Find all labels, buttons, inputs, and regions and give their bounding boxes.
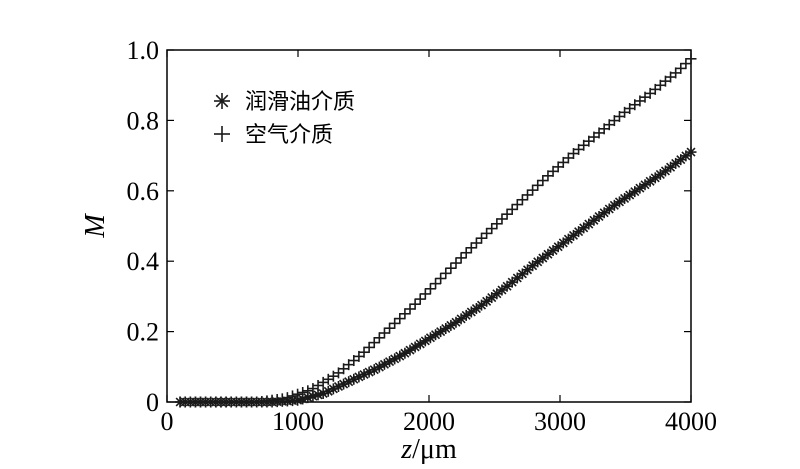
data-point-air: [491, 218, 503, 230]
data-point-air: [440, 267, 452, 279]
data-point-lubricant: [389, 353, 401, 365]
data-point-air: [470, 237, 482, 249]
data-point-air: [670, 67, 682, 79]
y-tick-label: 0.4: [127, 247, 160, 276]
data-point-air: [537, 175, 549, 187]
data-point-air: [286, 390, 298, 402]
data-point-air: [476, 232, 488, 244]
data-point-air: [506, 203, 518, 215]
y-axis-ticks: 0 0.2 0.4 0.6 0.8 1.0: [127, 36, 691, 417]
data-point-air: [368, 337, 380, 349]
x-tick-label: 3000: [534, 407, 586, 436]
data-point-lubricant: [486, 292, 498, 304]
x-axis-variable: z: [400, 434, 412, 465]
data-point-air: [481, 227, 493, 239]
data-point-lubricant: [603, 203, 615, 215]
data-point-air: [460, 247, 472, 259]
data-point-air: [292, 388, 304, 400]
data-point-air: [419, 288, 431, 300]
data-point-air: [516, 194, 528, 206]
y-tick-label: 0.6: [127, 177, 160, 206]
data-point-lubricant: [573, 226, 585, 238]
data-point-air: [430, 278, 442, 290]
asterisk-icon: [214, 93, 230, 109]
data-point-air: [424, 283, 436, 295]
data-point-air: [276, 393, 288, 405]
data-point-air: [522, 189, 534, 201]
x-tick-label: 4000: [665, 407, 717, 436]
data-point-air: [501, 208, 513, 220]
data-point-air: [445, 262, 457, 274]
data-point-air: [450, 257, 462, 269]
data-point-air: [389, 317, 401, 329]
data-point-air: [358, 346, 370, 358]
data-point-air: [685, 53, 697, 65]
data-point-lubricant: [368, 364, 380, 376]
x-axis-unit: /μm: [412, 434, 457, 465]
data-point-air: [404, 303, 416, 315]
data-point-air: [435, 272, 447, 284]
data-point-lubricant: [465, 306, 477, 318]
data-point-air: [680, 58, 692, 70]
y-axis-label: M: [80, 213, 111, 239]
x-tick-label: 2000: [403, 407, 455, 436]
data-point-air: [399, 308, 411, 320]
legend-label-lubricant: 润滑油介质: [245, 90, 355, 115]
data-point-air: [465, 242, 477, 254]
legend: 润滑油介质 空气介质: [214, 90, 355, 148]
data-point-lubricant: [659, 165, 671, 177]
data-point-air: [378, 327, 390, 339]
data-point-lubricant: [562, 233, 574, 245]
data-point-lubricant: [588, 214, 600, 226]
data-point-air: [675, 62, 687, 74]
data-point-air: [527, 184, 539, 196]
legend-marker-plus: [214, 126, 230, 142]
data-point-air: [486, 223, 498, 235]
data-point-air: [414, 293, 426, 305]
y-tick-label: 1.0: [127, 36, 160, 65]
data-point-air: [409, 298, 421, 310]
data-point-air: [373, 332, 385, 344]
data-markers: [174, 53, 697, 408]
data-point-air: [302, 385, 314, 397]
data-point-air: [455, 252, 467, 264]
data-point-air: [363, 341, 375, 353]
data-point-lubricant: [685, 146, 697, 158]
data-point-lubricant: [481, 295, 493, 307]
x-tick-label: 1000: [272, 407, 324, 436]
data-point-air: [532, 179, 544, 191]
y-tick-label: 0.8: [127, 106, 160, 135]
legend-item-air: 空气介质: [214, 123, 333, 148]
data-point-lubricant: [675, 154, 687, 166]
data-point-air: [496, 213, 508, 225]
data-point-air: [394, 313, 406, 325]
data-point-air: [297, 386, 309, 398]
legend-label-air: 空气介质: [245, 123, 333, 148]
legend-item-lubricant: 润滑油介质: [214, 90, 355, 115]
y-tick-label: 0: [146, 388, 159, 417]
y-tick-label: 0.2: [127, 318, 160, 347]
x-axis-ticks: 0 1000 2000 3000 4000: [161, 50, 717, 436]
data-point-lubricant: [670, 157, 682, 169]
data-point-lubricant: [476, 299, 488, 311]
x-tick-label: 0: [161, 407, 174, 436]
data-point-air: [281, 392, 293, 404]
legend-marker-asterisk: [214, 93, 230, 109]
data-point-air: [511, 199, 523, 211]
x-axis-label: z/μm: [400, 434, 457, 465]
data-point-air: [384, 322, 396, 334]
plus-icon: [214, 126, 230, 142]
